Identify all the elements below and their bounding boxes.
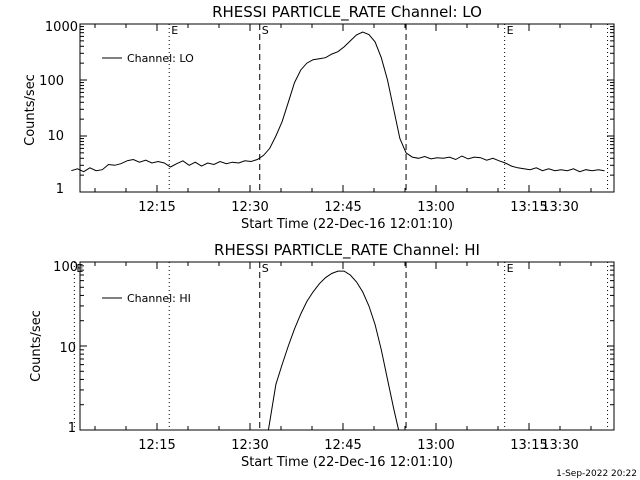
lo-x-axis-label: Start Time (22-Dec-16 12:01:10): [241, 217, 453, 232]
hi-y-tick-label: 100: [53, 260, 78, 275]
hi-series-line: [267, 270, 400, 431]
lo-y-tick-label: 1: [56, 182, 64, 197]
lo-y-axis-label: Counts/sec: [23, 74, 38, 146]
lo-x-tick-label: 12:15: [138, 200, 175, 215]
event-marker-label: S: [262, 24, 269, 37]
event-marker-label: E: [507, 24, 514, 37]
hi-x-tick-label: 13:00: [417, 438, 454, 453]
lo-plot-frame: [79, 23, 615, 193]
hi-y-axis-label: Counts/sec: [29, 310, 44, 382]
hi-x-tick-label: 12:45: [324, 438, 361, 453]
hi-x-tick-label: 12:30: [231, 438, 268, 453]
hi-y-tick-label: 1: [68, 421, 76, 436]
event-marker-label: E: [76, 262, 83, 275]
event-marker-label: E: [171, 24, 178, 37]
lo-series-line: [71, 31, 605, 173]
lo-x-tick-label: 12:30: [231, 200, 268, 215]
lo-ticks: [80, 23, 614, 193]
lo-x-tick-label: 13:00: [417, 200, 454, 215]
hi-chart-title: RHESSI PARTICLE_RATE Channel: HI: [214, 241, 480, 260]
hi-x-tick-label: 12:15: [138, 438, 175, 453]
lo-x-tick-label: 13:30: [541, 200, 578, 215]
hi-channel-panel: RHESSI PARTICLE_RATE Channel: HI Start T…: [29, 241, 615, 470]
event-marker-label: S: [262, 262, 269, 275]
hi-plot-frame: [79, 261, 615, 431]
lo-legend-label: Channel: LO: [127, 52, 194, 65]
hi-legend-label: Channel: HI: [127, 292, 191, 305]
lo-y-tick-label: 1000: [45, 20, 78, 35]
lo-chart-title: RHESSI PARTICLE_RATE Channel: LO: [212, 3, 482, 22]
event-marker-label: E: [507, 262, 514, 275]
lo-y-tick-label: 10: [47, 129, 64, 144]
lo-channel-panel: RHESSI PARTICLE_RATE Channel: LO Start T…: [23, 3, 615, 232]
hi-ticks: [80, 261, 614, 431]
hi-y-tick-label: 10: [59, 341, 76, 356]
lo-x-tick-label: 13:15: [510, 200, 547, 215]
lo-x-tick-label: 12:45: [324, 200, 361, 215]
hi-x-tick-label: 13:30: [541, 438, 578, 453]
hi-x-tick-label: 13:15: [510, 438, 547, 453]
date-stamp: 1-Sep-2022 20:22: [556, 469, 637, 479]
hi-x-axis-label: Start Time (22-Dec-16 12:01:10): [241, 455, 453, 470]
lo-y-tick-label: 100: [39, 74, 64, 89]
